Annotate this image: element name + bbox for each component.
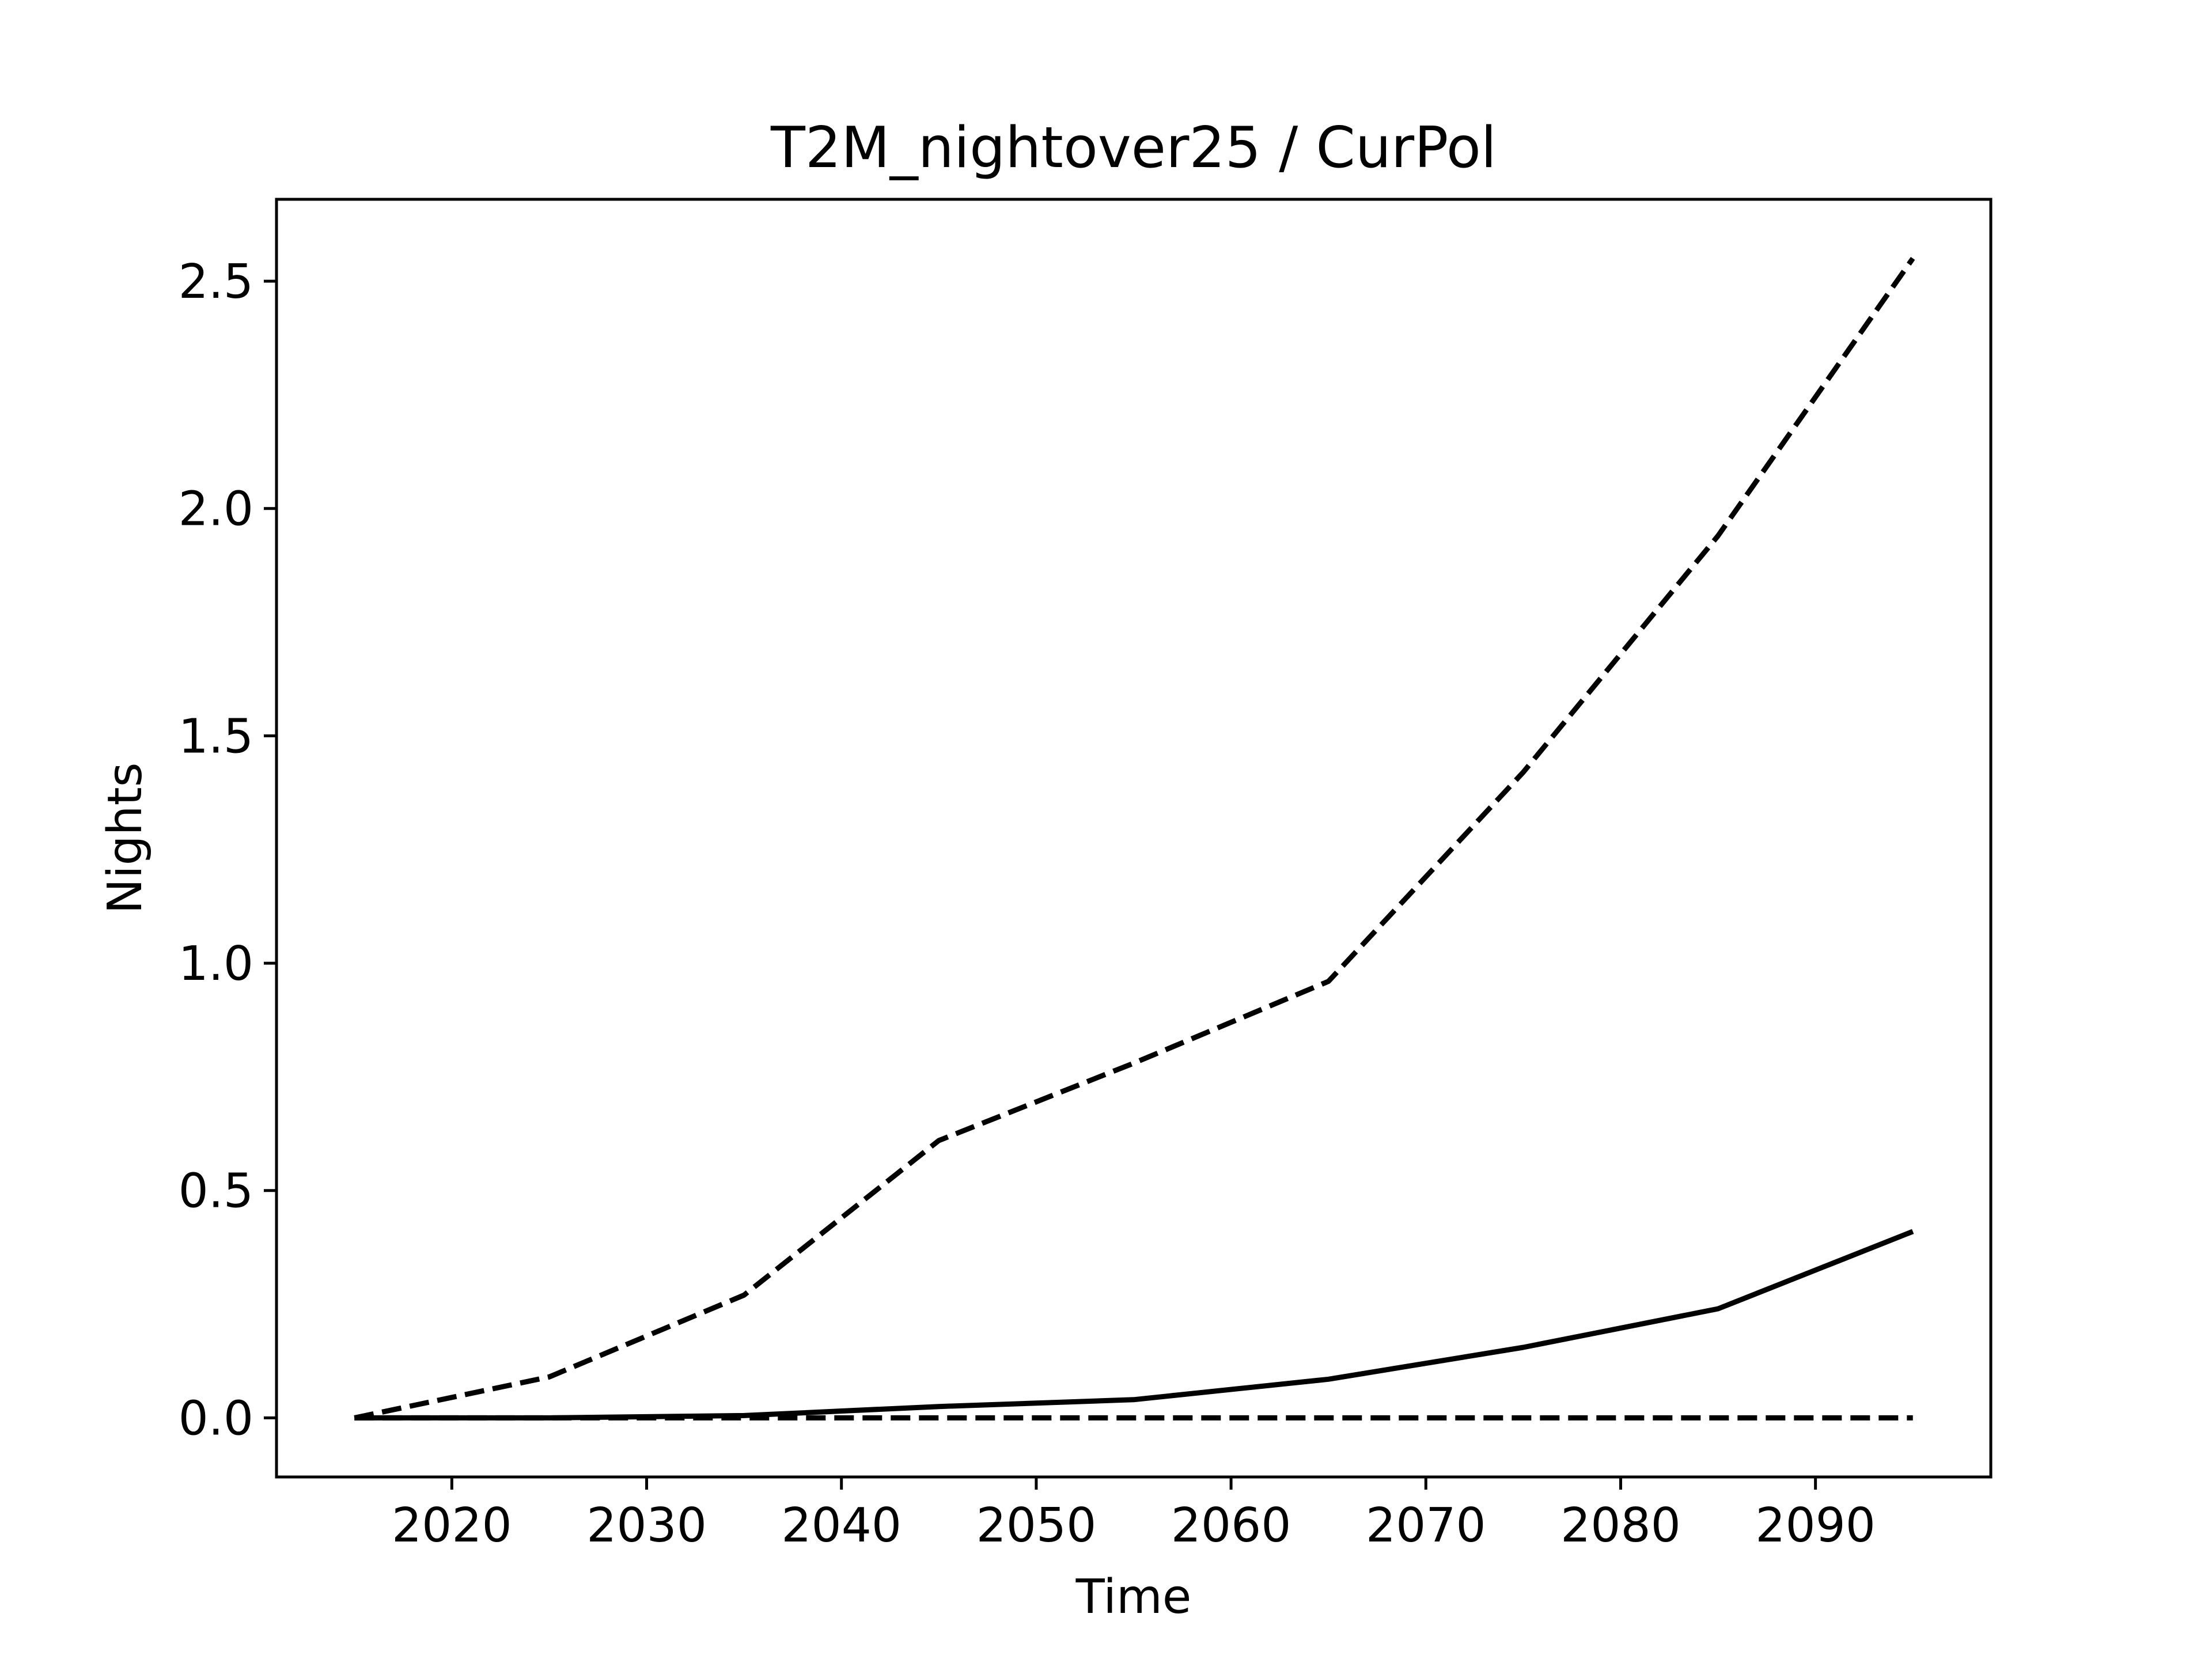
series-line-1: [354, 257, 1915, 1421]
x-tick-label: 2020: [392, 1498, 512, 1553]
x-tick-label: 2030: [586, 1498, 707, 1553]
x-tick-label: 2080: [1560, 1498, 1681, 1553]
x-tick-label: 2050: [976, 1498, 1097, 1553]
y-axis-title: Nights: [98, 762, 153, 914]
chart-title: T2M_nightover25 / CurPol: [770, 115, 1497, 181]
y-tick-label: 1.5: [179, 709, 253, 764]
y-tick-label: 0.5: [179, 1164, 253, 1219]
y-tick-label: 2.0: [179, 482, 253, 537]
y-tick-label: 1.0: [179, 937, 253, 991]
series-layer: [354, 257, 1915, 1421]
x-tick-label: 2060: [1171, 1498, 1291, 1553]
x-axis: 2020 2030 2040 2050 2060 2070 2080 2090: [392, 1477, 1876, 1553]
x-tick-label: 2040: [781, 1498, 902, 1553]
x-tick-label: 2090: [1755, 1498, 1876, 1553]
y-tick-label: 0.0: [179, 1391, 253, 1446]
x-axis-title: Time: [1075, 1570, 1192, 1624]
plot-frame: [275, 198, 1993, 1479]
y-tick-label: 2.5: [179, 255, 253, 309]
x-tick-label: 2070: [1366, 1498, 1486, 1553]
y-axis: 0.0 0.5 1.0 1.5 2.0 2.5: [179, 255, 276, 1446]
